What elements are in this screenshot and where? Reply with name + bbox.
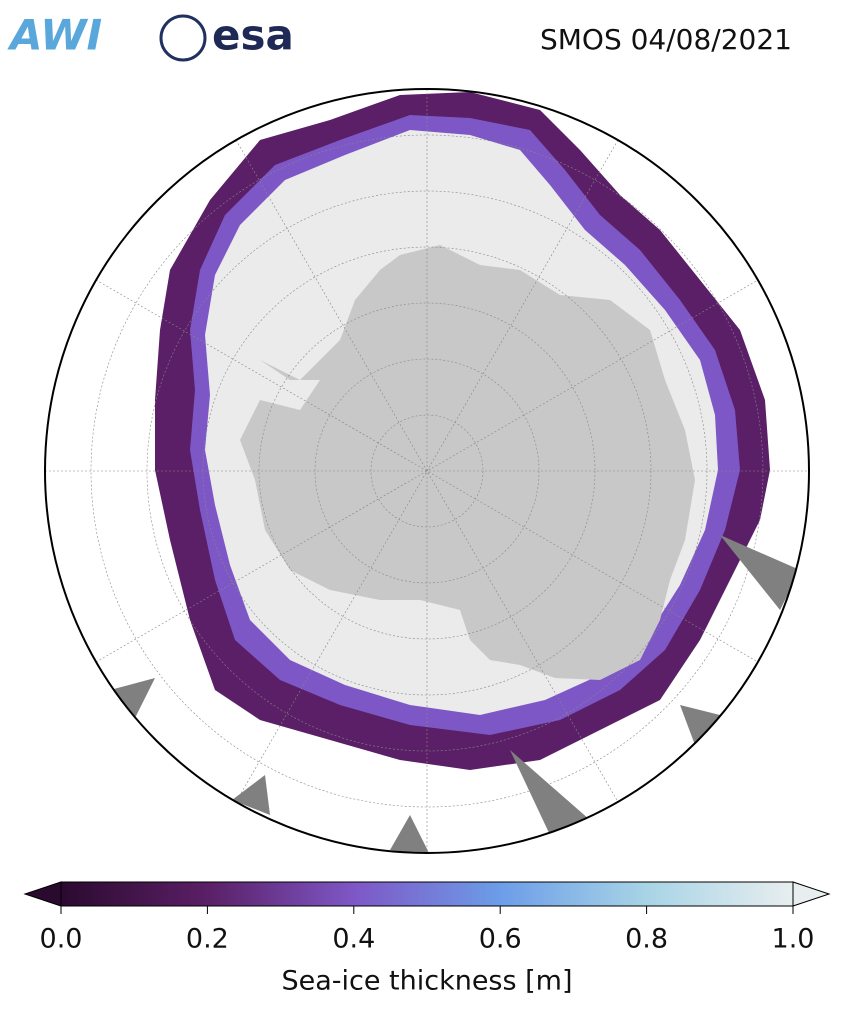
awi-logo: AWI: [7, 11, 102, 60]
colorbar-tick-label: 0.2: [186, 924, 229, 955]
map: [45, 89, 809, 853]
colorbar-bar: [60, 881, 794, 907]
colorbar-extend-high: [792, 881, 831, 907]
colorbar: Sea-ice thickness [m] 0.0 0.2 0.4 0.6 0.8 1.0: [23, 881, 831, 997]
colorbar-label: Sea-ice thickness [m]: [281, 966, 572, 997]
colorbar-tick-label: 0.8: [625, 924, 668, 955]
colorbar-extend-low: [23, 881, 62, 907]
colorbar-tick-label: 0.4: [332, 924, 375, 955]
colorbar-tick-label: 0.0: [40, 924, 83, 955]
esa-logo: esa: [212, 11, 294, 60]
map-border: [44, 88, 810, 854]
esa-logo-mark: [159, 14, 207, 62]
land-masses: [110, 535, 800, 853]
colorbar-tick-label: 1.0: [772, 924, 815, 955]
antarctica: [240, 245, 695, 680]
graticule: [45, 89, 809, 853]
colorbar-tick-label: 0.6: [479, 924, 522, 955]
title: SMOS 04/08/2021: [540, 23, 792, 56]
